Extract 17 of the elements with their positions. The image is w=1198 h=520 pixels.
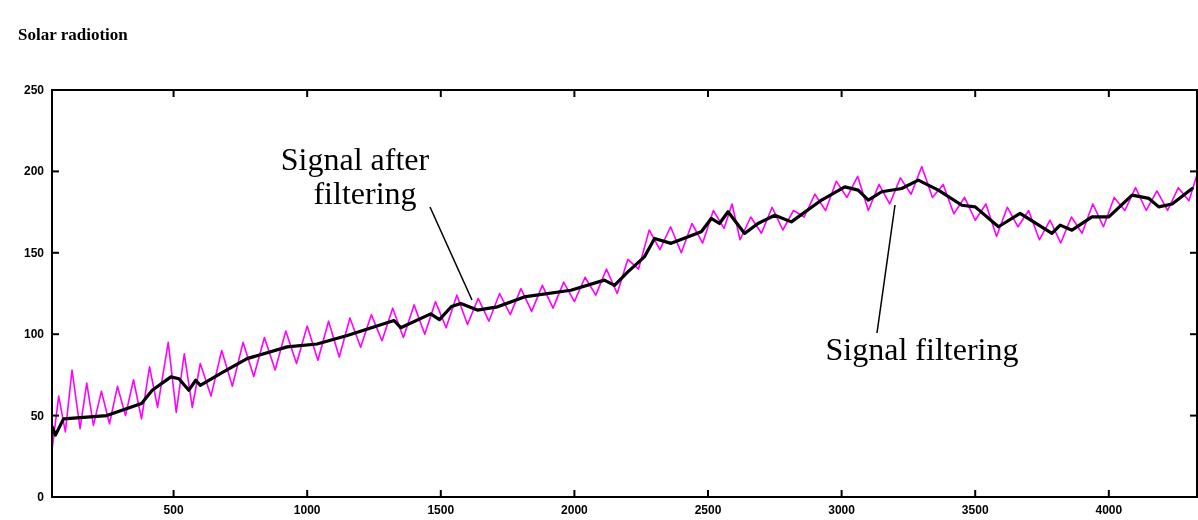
x-tick-label: 1500 [427, 503, 455, 517]
y-tick-label: 250 [23, 83, 45, 97]
y-tick-label: 150 [23, 245, 45, 260]
x-tick-label: 3000 [828, 503, 856, 517]
x-tick-label: 3500 [961, 503, 989, 517]
y-tick-label: 200 [23, 164, 45, 179]
x-tick-label: 1000 [293, 503, 321, 517]
annotation: Signal filtering [825, 331, 1019, 367]
y-tick-label: 50 [30, 408, 45, 423]
x-tick-label: 4000 [1095, 503, 1123, 517]
annotation: Signal after filtering [280, 141, 430, 211]
y-tick-label: 0 [37, 490, 45, 504]
x-tick-label: 500 [163, 503, 184, 517]
x-tick-label: 2000 [561, 503, 589, 517]
y-tick-label: 100 [23, 327, 45, 342]
chart-title: Solar radiotion [18, 25, 129, 44]
x-tick-label: 2500 [694, 503, 722, 517]
